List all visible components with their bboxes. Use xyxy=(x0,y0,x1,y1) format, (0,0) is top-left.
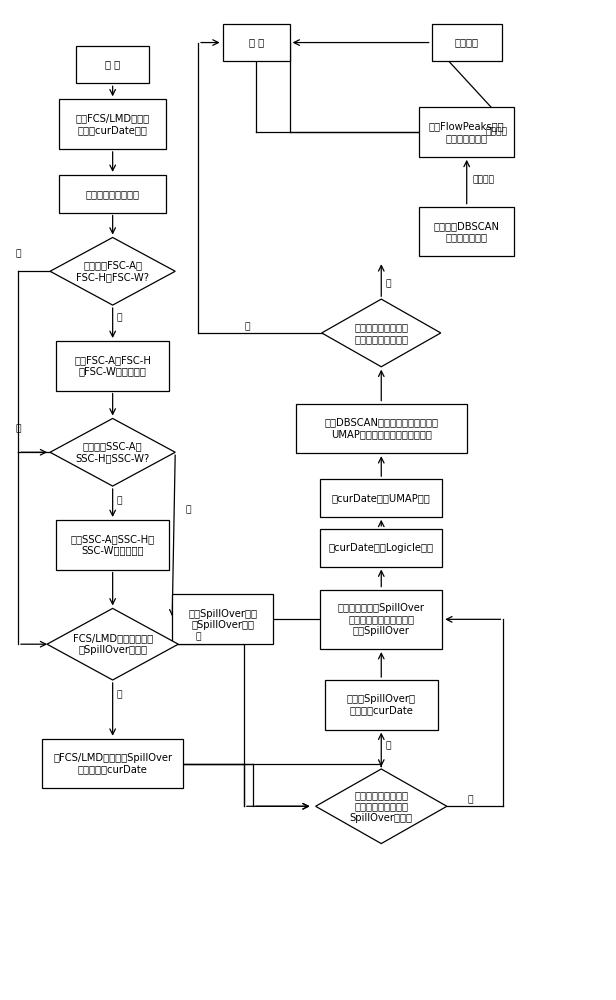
FancyBboxPatch shape xyxy=(320,479,442,517)
FancyBboxPatch shape xyxy=(56,341,169,391)
Text: 对curDate进行Logicle转换: 对curDate进行Logicle转换 xyxy=(329,543,434,553)
FancyBboxPatch shape xyxy=(59,99,166,149)
Polygon shape xyxy=(50,418,175,486)
Text: 是否存在FSC-A和
FSC-H或FSC-W?: 是否存在FSC-A和 FSC-H或FSC-W? xyxy=(76,260,149,282)
Text: 公共目录下是否存在
于该文件匹配的通用
SpillOver矩阵？: 公共目录下是否存在 于该文件匹配的通用 SpillOver矩阵？ xyxy=(350,790,413,823)
Text: 结 束: 结 束 xyxy=(248,38,264,48)
FancyBboxPatch shape xyxy=(320,529,442,567)
Polygon shape xyxy=(315,769,447,844)
FancyBboxPatch shape xyxy=(296,404,467,453)
Text: FCS/LMD文件中是否存
在SpillOver矩阵？: FCS/LMD文件中是否存 在SpillOver矩阵？ xyxy=(73,633,153,655)
Text: 否: 否 xyxy=(15,249,21,258)
FancyBboxPatch shape xyxy=(419,107,514,157)
Text: 无法细分: 无法细分 xyxy=(473,175,495,184)
Text: 是: 是 xyxy=(386,741,391,750)
Text: 人工设门: 人工设门 xyxy=(455,38,479,48)
Text: 自动调节DBSCAN
参数，使之细分: 自动调节DBSCAN 参数，使之细分 xyxy=(434,221,500,242)
Polygon shape xyxy=(50,237,175,305)
Text: 无法细分: 无法细分 xyxy=(485,128,507,137)
Text: 是否存在SSC-A和
SSC-H或SSC-W?: 是否存在SSC-A和 SSC-H或SSC-W? xyxy=(76,441,150,463)
FancyBboxPatch shape xyxy=(56,520,169,570)
Text: 保存SpillOver为通
用SpillOver矩阵: 保存SpillOver为通 用SpillOver矩阵 xyxy=(188,609,257,630)
Text: 读取FCS/LMD文件，
保存为curDate变量: 读取FCS/LMD文件， 保存为curDate变量 xyxy=(76,113,150,135)
FancyBboxPatch shape xyxy=(76,46,149,83)
Text: 否: 否 xyxy=(244,322,249,331)
Polygon shape xyxy=(322,299,441,367)
Text: 开 始: 开 始 xyxy=(105,59,120,69)
Text: 分群结果人工复核，
是否需要继续细分？: 分群结果人工复核， 是否需要继续细分？ xyxy=(354,322,408,344)
Text: 是: 是 xyxy=(117,690,123,699)
FancyBboxPatch shape xyxy=(419,207,514,256)
FancyBboxPatch shape xyxy=(172,594,273,644)
FancyBboxPatch shape xyxy=(432,24,502,61)
Text: 采用DBSCAN算法，以较大的参数对
UMAP降维结果进行初步自动分群: 采用DBSCAN算法，以较大的参数对 UMAP降维结果进行初步自动分群 xyxy=(324,418,438,439)
Text: 调用FlowPeaks算法
进一步自动细分: 调用FlowPeaks算法 进一步自动细分 xyxy=(429,121,505,143)
Text: 去除不稳定液流信号: 去除不稳定液流信号 xyxy=(86,189,140,199)
Text: 是: 是 xyxy=(117,314,123,323)
Text: 通过SSC-A和SSC-H或
SSC-W排除粘连体: 通过SSC-A和SSC-H或 SSC-W排除粘连体 xyxy=(71,534,155,556)
FancyBboxPatch shape xyxy=(59,175,166,213)
FancyBboxPatch shape xyxy=(320,589,442,649)
Text: 将通用SpillOver矩
阵应用于curDate: 将通用SpillOver矩 阵应用于curDate xyxy=(347,694,416,716)
Text: 否: 否 xyxy=(15,424,21,433)
Text: 是: 是 xyxy=(117,496,123,505)
FancyBboxPatch shape xyxy=(325,680,438,730)
FancyBboxPatch shape xyxy=(43,739,183,788)
Text: 通过FSC-A和FSC-H
或FSC-W排除粘连体: 通过FSC-A和FSC-H 或FSC-W排除粘连体 xyxy=(74,355,151,377)
Text: 对curDate进行UMAP降维: 对curDate进行UMAP降维 xyxy=(332,493,431,503)
FancyBboxPatch shape xyxy=(222,24,290,61)
Text: 否: 否 xyxy=(467,796,472,805)
Text: 否: 否 xyxy=(195,633,201,642)
Text: 是: 是 xyxy=(386,280,391,289)
Text: 将FCS/LMD文件中的SpillOver
矩阵应用于curDate: 将FCS/LMD文件中的SpillOver 矩阵应用于curDate xyxy=(53,753,172,774)
Text: 是: 是 xyxy=(186,505,192,514)
Polygon shape xyxy=(47,608,178,680)
Text: 进入可视化调节SpillOver
界面，调节各荧光通道之
间的SpillOver: 进入可视化调节SpillOver 界面，调节各荧光通道之 间的SpillOver xyxy=(338,603,425,636)
